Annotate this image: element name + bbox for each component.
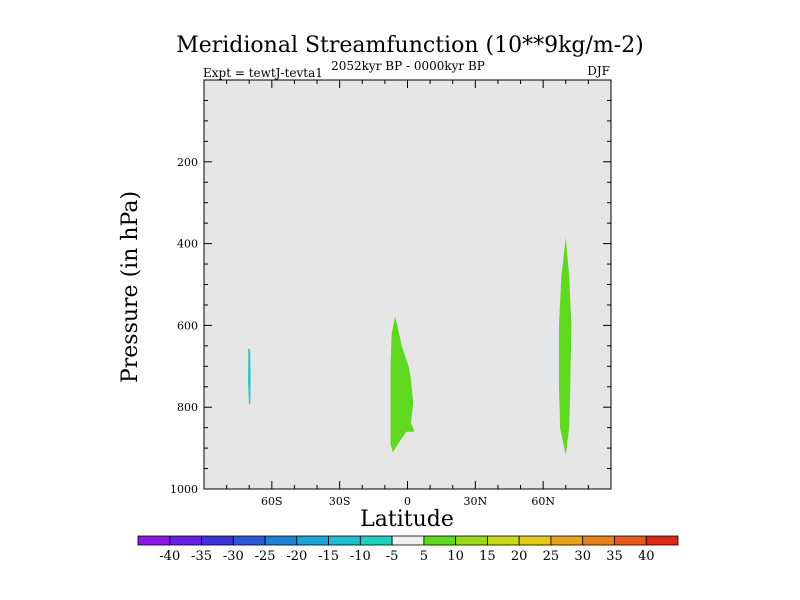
chart-title: Meridional Streamfunction (10**9kg/m-2) [176, 33, 644, 58]
colorbar-label: 15 [479, 549, 496, 564]
colorbar: -40 -35 -30 -25 -20 -15 -10 -5 5 10 15 20 25 30 35 40 [137, 535, 679, 564]
colorbar-label: 25 [543, 549, 560, 564]
subtitle-left: Expt = tewtJ-tevta1 [203, 66, 323, 80]
y-tick-label: 600 [177, 319, 198, 332]
colorbar-box [296, 535, 329, 546]
x-tick-label: 30S [329, 495, 351, 508]
x-tick-label: 60S [261, 495, 283, 508]
colorbar-label: 5 [420, 549, 428, 564]
colorbar-box [169, 535, 202, 546]
colorbar-box [614, 535, 647, 546]
colorbar-box [582, 535, 615, 546]
contour-region-positive-cell-north [559, 237, 572, 456]
colorbar-label: 20 [511, 549, 528, 564]
colorbar-box [645, 535, 679, 546]
colorbar-box [201, 535, 234, 546]
colorbar-box [391, 535, 425, 546]
y-tick-label: 800 [177, 401, 198, 414]
colorbar-box [328, 535, 361, 546]
x-tick-label: 30N [464, 495, 488, 508]
colorbar-box [359, 535, 393, 546]
colorbar-box [137, 535, 171, 546]
colorbar-box [423, 535, 457, 546]
subtitle-center: 2052kyr BP - 0000kyr BP [331, 59, 485, 73]
subtitle-right: DJF [587, 64, 610, 78]
y-axis-label: Pressure (in hPa) [118, 191, 143, 383]
colorbar-box [487, 535, 520, 546]
contour-regions [248, 237, 572, 456]
x-tick-label: 60N [531, 495, 555, 508]
colorbar-label: -30 [223, 549, 244, 564]
x-axis: 60S 30S 0 30N 60N [226, 80, 589, 508]
colorbar-label: 40 [638, 549, 655, 564]
colorbar-label: -35 [191, 549, 212, 564]
colorbar-label: -25 [255, 549, 276, 564]
colorbar-label: -15 [318, 549, 339, 564]
contour-region-negative-cell-south [248, 347, 251, 406]
colorbar-label: 30 [574, 549, 591, 564]
colorbar-box [550, 535, 584, 546]
colorbar-box [518, 535, 552, 546]
colorbar-label: -20 [286, 549, 307, 564]
colorbar-box [455, 535, 488, 546]
y-tick-label: 200 [177, 156, 198, 169]
y-tick-label: 1000 [170, 483, 198, 496]
colorbar-box [264, 535, 298, 546]
contour-region-positive-cell-equator [390, 316, 415, 453]
colorbar-label: -5 [386, 549, 399, 564]
colorbar-label: -40 [159, 549, 180, 564]
y-axis: 200 400 600 800 1000 [170, 99, 611, 496]
colorbar-label: 10 [447, 549, 464, 564]
y-tick-label: 400 [177, 238, 198, 251]
colorbar-box [232, 535, 266, 546]
x-tick-label: 0 [404, 495, 411, 508]
colorbar-label: -10 [350, 549, 371, 564]
x-axis-label: Latitude [360, 507, 454, 532]
colorbar-label: 35 [606, 549, 623, 564]
